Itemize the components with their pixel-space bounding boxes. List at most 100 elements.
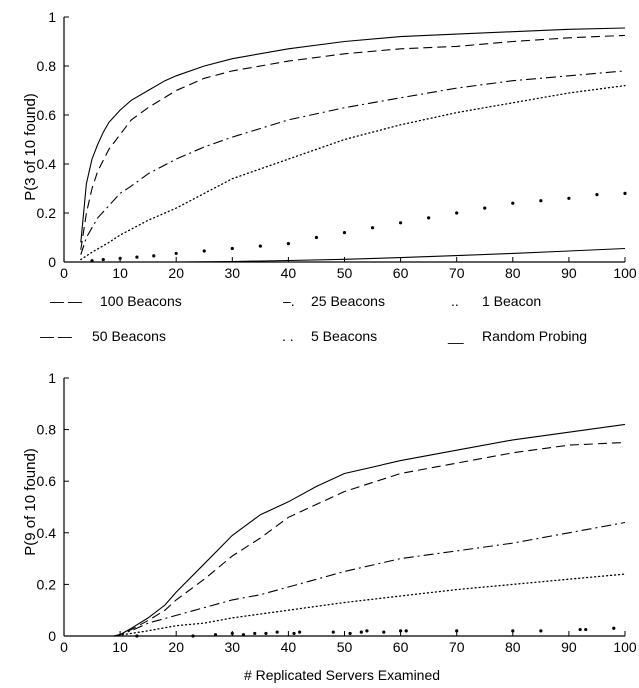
x-tick-label: 30 xyxy=(225,265,241,281)
series-100-line xyxy=(80,27,626,243)
series-1-point xyxy=(567,196,571,200)
x-tick-label: 80 xyxy=(505,265,521,281)
series-1-point xyxy=(382,630,386,634)
y-tick-label: 0.8 xyxy=(37,422,57,438)
series-1-point xyxy=(584,627,588,632)
x-tick-label: 60 xyxy=(393,639,409,655)
legend-item-100-beacons: — — 100 Beacons xyxy=(50,293,182,309)
legend-label: 5 Beacons xyxy=(311,328,377,344)
x-tick-label: 10 xyxy=(112,639,128,655)
legend-label: Random Probing xyxy=(482,328,587,344)
legend-item-random-probing: __ Random Probing xyxy=(447,328,587,344)
series-1-point xyxy=(455,629,459,633)
series-1-point xyxy=(230,631,234,636)
series-25-line xyxy=(80,70,626,255)
series-1-point xyxy=(612,626,616,630)
series-1-point xyxy=(174,251,178,256)
series-1-point xyxy=(511,201,515,205)
series-1-point xyxy=(511,629,515,633)
series-1-point xyxy=(298,630,302,634)
series-1-point xyxy=(404,629,408,633)
series-1-point xyxy=(359,630,363,634)
x-tick-label: 70 xyxy=(449,265,465,281)
series-1-point xyxy=(539,629,543,633)
series-1-point xyxy=(292,631,296,636)
legend-marker: — — xyxy=(50,293,82,309)
x-tick-label: 80 xyxy=(505,639,521,655)
series-1-point xyxy=(101,257,105,262)
legend-label: 50 Beacons xyxy=(92,328,166,344)
x-axis-label: # Replicated Servers Examined xyxy=(244,667,440,683)
series-1-point xyxy=(399,221,403,225)
series-1-point xyxy=(202,249,206,253)
legend-item-25-beacons: –. 25 Beacons xyxy=(283,293,385,309)
x-tick-label: 40 xyxy=(281,639,297,655)
legend-item-5-beacons: . . 5 Beacons xyxy=(282,328,377,344)
bottom-panel: P(9 of 10 found) # Replicated Servers Ex… xyxy=(22,370,637,683)
y-tick-label: 0.6 xyxy=(37,473,57,489)
series-100-line xyxy=(114,423,626,637)
series-5-line xyxy=(80,84,626,261)
y-axis-label: P(9 of 10 found) xyxy=(22,448,39,556)
x-tick-label: 0 xyxy=(60,639,68,655)
y-tick-label: 0 xyxy=(48,254,56,270)
x-tick-label: 100 xyxy=(613,639,637,655)
x-tick-label: 90 xyxy=(561,639,577,655)
x-tick-label: 50 xyxy=(337,265,353,281)
series-rand-line xyxy=(80,247,626,263)
series-1-point xyxy=(578,627,582,632)
x-tick-label: 60 xyxy=(393,265,409,281)
legend: — — 100 Beacons –. 25 Beacons .. 1 Beaco… xyxy=(40,293,587,344)
x-tick-label: 90 xyxy=(561,265,577,281)
y-tick-label: 1 xyxy=(48,370,56,386)
series-1-point xyxy=(331,630,335,634)
series-1-point xyxy=(342,231,347,235)
series-1-point xyxy=(258,244,262,248)
x-tick-label: 100 xyxy=(613,265,637,281)
y-tick-label: 0 xyxy=(48,628,56,644)
legend-label: 100 Beacons xyxy=(100,293,182,309)
x-tick-label: 10 xyxy=(112,265,128,281)
legend-marker: __ xyxy=(447,328,464,344)
legend-label: 1 Beacon xyxy=(482,293,541,309)
series-1-point xyxy=(253,631,257,636)
series-1-point xyxy=(365,629,369,633)
y-tick-label: 0.8 xyxy=(37,58,57,74)
series-1-point xyxy=(370,226,375,230)
y-tick-label: 1 xyxy=(48,9,56,25)
series-1-point xyxy=(314,235,319,240)
y-axis-label: P(3 of 10 found) xyxy=(22,93,39,201)
series-1-point xyxy=(539,199,543,203)
y-tick-label: 0.4 xyxy=(37,525,57,541)
series-1-point xyxy=(286,242,290,246)
series-1-point xyxy=(455,211,459,215)
x-tick-label: 50 xyxy=(337,639,353,655)
series-50-line xyxy=(114,441,626,637)
series-50-line xyxy=(80,34,626,250)
y-tick-label: 0.2 xyxy=(37,576,57,592)
series-1-point xyxy=(152,254,156,258)
legend-marker: .. xyxy=(451,293,459,309)
series-1-point xyxy=(427,216,431,220)
legend-item-50-beacons: — — 50 Beacons xyxy=(40,328,166,344)
x-tick-label: 30 xyxy=(225,639,241,655)
series-1-point xyxy=(264,631,268,636)
series-1-point xyxy=(595,193,599,197)
series-1-point xyxy=(118,256,122,260)
series-1-point xyxy=(135,255,139,259)
series-1-point xyxy=(483,206,487,210)
x-tick-label: 70 xyxy=(449,639,465,655)
y-tick-label: 0.2 xyxy=(37,205,57,221)
legend-marker: . . xyxy=(282,328,294,344)
x-tick-label: 20 xyxy=(168,265,184,281)
series-1-point xyxy=(348,631,352,636)
y-tick-label: 0.4 xyxy=(37,156,57,172)
y-tick-label: 0.6 xyxy=(37,107,57,123)
series-1-point xyxy=(230,246,234,251)
legend-label: 25 Beacons xyxy=(311,293,385,309)
legend-item-1-beacon: .. 1 Beacon xyxy=(451,293,541,309)
series-1-point xyxy=(275,630,279,634)
legend-marker: –. xyxy=(283,293,295,309)
legend-marker: — — xyxy=(40,328,72,344)
